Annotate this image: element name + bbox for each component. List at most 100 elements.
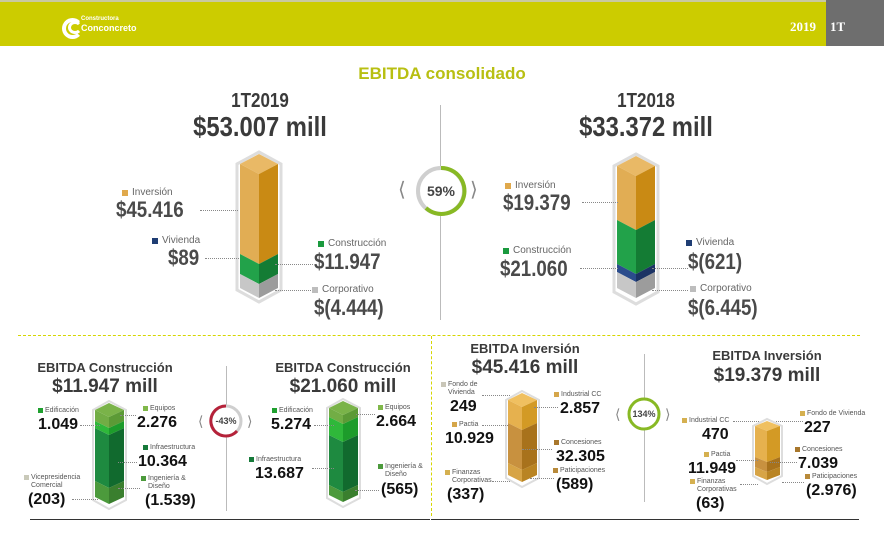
- construccion-previous-value: $21.060: [500, 256, 568, 281]
- equipos-value: 2.276: [137, 414, 178, 431]
- legend-label: Inversión: [132, 187, 173, 198]
- legend-vivienda-previous: Vivienda: [686, 237, 734, 248]
- edificacion-label: Edificación: [38, 407, 79, 415]
- leader-line: [580, 268, 618, 269]
- swatch-icon: [143, 406, 148, 411]
- legend-construccion-current: Construcción: [318, 238, 386, 249]
- leader-line: [530, 478, 554, 479]
- construction-current-total: $11.947 mill: [52, 376, 158, 397]
- leader-line: [740, 484, 758, 485]
- construction-previous-bar: [326, 397, 361, 509]
- investment-change-badge: 134%: [632, 408, 656, 419]
- equipos-label: Equipos: [378, 404, 410, 412]
- leader-line: [205, 258, 239, 259]
- legend-vivienda-current: Vivienda: [152, 235, 200, 246]
- construction-current-title: EBITDA Construcción: [37, 360, 173, 375]
- leader-line: [736, 460, 758, 461]
- leader-line: [118, 488, 140, 489]
- construccion-swatch-icon: [503, 247, 509, 254]
- leader-line: [482, 425, 508, 426]
- leader-line: [356, 414, 375, 415]
- company-logo: Constructora Conconcreto: [62, 16, 137, 39]
- construction-change-badge: -43%: [215, 415, 237, 426]
- swatch-icon: [24, 475, 29, 480]
- pactia-label: Pactia: [452, 421, 478, 429]
- swatch-icon: [441, 382, 446, 387]
- leader-line: [355, 490, 379, 491]
- concesiones-value: 7.039: [798, 455, 839, 472]
- logo-small-text: Constructora: [81, 16, 119, 22]
- leader-line: [652, 268, 688, 269]
- fondo-vivienda-value: 249: [450, 398, 477, 415]
- swatch-icon: [272, 408, 277, 413]
- swatch-icon: [445, 470, 450, 475]
- swatch-icon: [553, 468, 558, 473]
- swatch-icon: [682, 418, 687, 423]
- legend-corporativo-current: Corporativo: [312, 284, 374, 295]
- concesiones-value: 32.305: [556, 448, 605, 465]
- fondo-vivienda-value: 227: [804, 419, 831, 436]
- swatch-icon: [554, 392, 559, 397]
- header-bar: [0, 0, 884, 46]
- legend-label: Construcción: [513, 245, 572, 256]
- leader-line: [200, 210, 238, 211]
- period-year: 2019: [790, 19, 816, 34]
- leader-line: [275, 264, 313, 265]
- leader-line: [80, 425, 100, 426]
- leader-line: [72, 499, 98, 500]
- corporativo-swatch-icon: [312, 286, 318, 293]
- investment-previous-bar: [752, 417, 783, 486]
- section-separator: [18, 335, 860, 336]
- construction-previous-total: $21.060 mill: [289, 376, 397, 397]
- industrial-cc-value: 2.857: [560, 400, 601, 417]
- investment-current-title: EBITDA Inversión: [470, 341, 580, 356]
- leader-line: [522, 449, 552, 450]
- swatch-icon: [378, 464, 383, 469]
- infraestructura-value: 13.687: [255, 465, 304, 482]
- construction-previous-title: EBITDA Construcción: [275, 360, 411, 375]
- chevron-left-icon: ⟨: [398, 179, 406, 201]
- finanzas-value: (337): [447, 486, 485, 503]
- concesiones-label: Concesiones: [554, 439, 601, 447]
- equipos-value: 2.664: [376, 413, 417, 430]
- investment-previous-total: $19.379 mill: [713, 365, 821, 386]
- chevron-left-icon: ⟨: [615, 406, 621, 422]
- edificacion-label: Edificación: [272, 407, 313, 415]
- investment-current-total: $45.416 mill: [471, 357, 579, 378]
- construction-divider: [226, 366, 227, 511]
- leader-line: [652, 290, 688, 291]
- bar-segment-vivienda: [617, 264, 655, 282]
- swatch-icon: [143, 445, 148, 450]
- leader-line: [275, 290, 311, 291]
- period-quarter: 1T: [830, 19, 846, 34]
- vicepresidencia-value: (203): [28, 491, 66, 508]
- swatch-icon: [704, 452, 709, 457]
- industrial-cc-label: Industrial CC: [682, 417, 729, 425]
- legend-label: Corporativo: [700, 283, 752, 294]
- concesiones-label: Concesiones: [795, 446, 842, 454]
- legend-label: Construcción: [328, 238, 387, 249]
- construccion-current-value: $11.947: [314, 249, 381, 274]
- corporativo-previous-value: $(6.445): [688, 295, 758, 320]
- leader-line: [776, 421, 803, 422]
- swatch-icon: [690, 479, 695, 484]
- equipos-label: Equipos: [143, 405, 175, 413]
- consolidated-change-ring: [416, 165, 467, 216]
- leader-line: [782, 482, 804, 483]
- infraestructura-label: Infraestructura: [143, 444, 195, 452]
- vivienda-swatch-icon: [152, 237, 158, 244]
- participaciones-label: Paticipaciones: [805, 473, 857, 481]
- investment-change-ring: [627, 397, 661, 431]
- logo-big-text: Conconcreto: [81, 23, 137, 33]
- legend-inversion-current: Inversión: [122, 187, 173, 198]
- investment-current-bar: [505, 389, 540, 489]
- leader-line: [534, 407, 558, 408]
- legend-label: Vivienda: [162, 235, 201, 246]
- chevron-right-icon: ⟩: [470, 179, 478, 201]
- legend-label: Corporativo: [322, 284, 374, 295]
- construction-change-ring: [209, 404, 243, 438]
- swatch-icon: [452, 422, 457, 427]
- bar-segment-corporativo: [617, 272, 655, 298]
- chevron-right-icon: ⟩: [665, 406, 671, 422]
- ingenieria-label: Ingeniería & Diseño: [141, 475, 187, 491]
